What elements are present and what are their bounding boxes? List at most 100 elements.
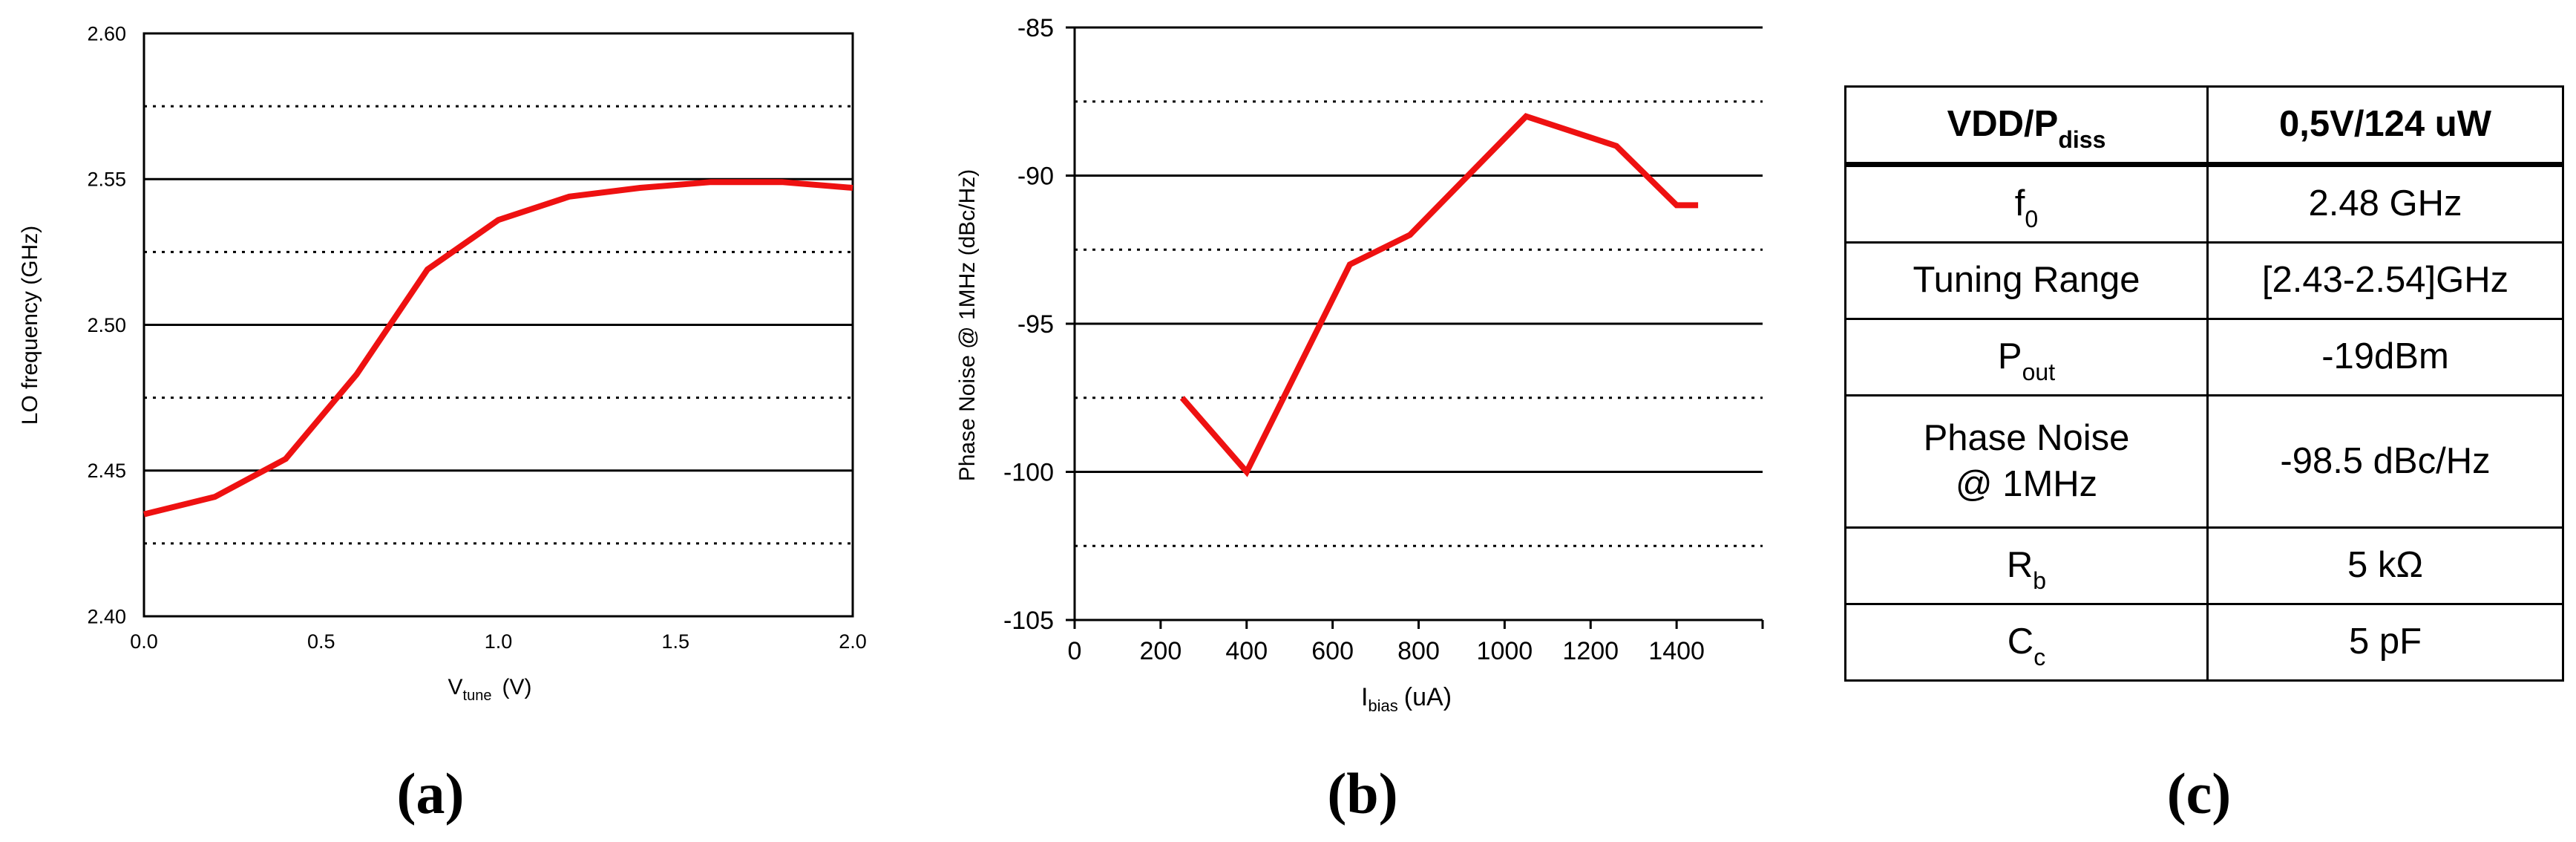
chart-b-x-axis-unit: (uA) <box>1404 683 1452 711</box>
table-row: Pout -19dBm <box>1844 318 2564 396</box>
y-tick-label: 2.45 <box>87 460 126 482</box>
specs-table: VDD/Pdiss 0,5V/124 uW f0 2.48 GHz Tuning… <box>1844 85 2564 682</box>
chart-b-axes <box>1066 26 1764 629</box>
chart-a-x-axis-unit: (V) <box>502 675 531 699</box>
chart-b-grid <box>1075 100 1763 547</box>
x-tick-label: 1400 <box>1648 637 1705 665</box>
param-cell: Phase Noise @ 1MHz <box>1844 394 2209 529</box>
value-cell: -98.5 dBc/Hz <box>2206 394 2564 529</box>
data-point <box>1182 397 1183 399</box>
x-tick-label: 1200 <box>1562 637 1619 665</box>
chart-a-panel-label: (a) <box>397 761 465 826</box>
data-point <box>781 181 783 183</box>
chart-b-panel-label: (b) <box>1327 761 1397 826</box>
table-row: Rb 5 kΩ <box>1844 526 2564 605</box>
data-point <box>710 181 712 183</box>
param-cell: Tuning Range <box>1844 241 2209 320</box>
value-cell: [2.43-2.54]GHz <box>2206 241 2564 320</box>
x-tick-label: 600 <box>1311 637 1354 665</box>
chart-a-x-axis-sub: tune <box>463 688 492 704</box>
data-point <box>852 187 853 189</box>
param-cell: Rb <box>1844 526 2209 605</box>
data-point <box>143 514 145 515</box>
param-sub: 0 <box>2025 206 2039 233</box>
data-point <box>1676 204 1677 206</box>
data-point <box>1697 204 1699 206</box>
data-point <box>568 196 570 198</box>
y-tick-label: -85 <box>1017 14 1054 42</box>
y-tick-label: -95 <box>1017 310 1054 339</box>
header-param-sub: diss <box>2058 126 2106 154</box>
series-line <box>143 179 853 518</box>
x-tick-label: 2.0 <box>839 630 867 653</box>
data-point <box>1246 471 1248 473</box>
x-tick-label: 0.5 <box>307 630 335 653</box>
y-tick-label: -90 <box>1017 162 1054 190</box>
data-point <box>214 496 216 497</box>
data-point <box>356 373 358 375</box>
chart-b-series <box>1179 113 1699 477</box>
series-line <box>1179 113 1699 477</box>
x-tick-label: 1.0 <box>485 630 513 653</box>
param-cell: f0 <box>1844 163 2209 244</box>
table-row: Tuning Range [2.43-2.54]GHz <box>1844 241 2564 320</box>
param-main: Tuning Range <box>1913 260 2140 301</box>
y-tick-label: 2.50 <box>87 314 126 336</box>
param-main: P <box>1997 336 2022 377</box>
x-tick-label: 0.0 <box>130 630 158 653</box>
data-point <box>1409 234 1411 235</box>
y-tick-label: -100 <box>1003 458 1054 486</box>
y-tick-label: 2.40 <box>87 605 126 627</box>
chart-a-ticks: 2.40 2.45 2.50 2.55 2.60 0.0 0.5 1.0 1.5 2.0 <box>87 22 866 653</box>
table-row: f0 2.48 GHz <box>1844 163 2564 244</box>
data-point <box>498 219 499 221</box>
param-main: f <box>2014 183 2025 224</box>
chart-a-series <box>143 179 853 518</box>
data-point <box>640 187 641 189</box>
param-sub: c <box>2033 644 2046 671</box>
param-main: C <box>2007 621 2034 662</box>
table-header-value: 0,5V/124 uW <box>2206 85 2564 167</box>
chart-a-x-axis-title: Vtune (V) <box>448 675 532 704</box>
x-tick-label: 200 <box>1140 637 1182 665</box>
x-tick-label: 1.5 <box>661 630 689 653</box>
param-main: R <box>2006 545 2033 586</box>
x-tick-label: 400 <box>1225 637 1268 665</box>
chart-a-x-axis-var: V <box>448 675 463 699</box>
table-panel-label: (c) <box>2167 761 2232 826</box>
table-row: Phase Noise @ 1MHz -98.5 dBc/Hz <box>1844 394 2564 529</box>
chart-a: 2.40 2.45 2.50 2.55 2.60 0.0 0.5 1.0 1.5 2.0 LO f… <box>18 22 867 826</box>
header-param-main: VDD/P <box>1947 104 2059 145</box>
data-point <box>1349 264 1351 265</box>
table-header-param: VDD/Pdiss <box>1844 85 2209 167</box>
data-point <box>427 269 428 270</box>
value-cell: 5 pF <box>2206 603 2564 682</box>
chart-b-y-axis-title: Phase Noise @ 1MHz (dBc/Hz) <box>955 169 980 482</box>
param-line1: Phase Noise <box>1923 418 2130 459</box>
x-tick-label: 800 <box>1397 637 1440 665</box>
param-sub: b <box>2033 567 2047 595</box>
chart-b-x-axis-var: I <box>1361 683 1368 711</box>
y-tick-label: 2.60 <box>87 22 126 45</box>
table-header-row: VDD/Pdiss 0,5V/124 uW <box>1844 85 2564 167</box>
param-cell: Pout <box>1844 318 2209 396</box>
table-row: Cc 5 pF <box>1844 603 2564 682</box>
x-tick-label: 1000 <box>1477 637 1533 665</box>
y-tick-label: 2.55 <box>87 169 126 191</box>
chart-a-grid <box>144 105 853 545</box>
y-tick-label: -105 <box>1003 607 1054 635</box>
value-cell: 2.48 GHz <box>2206 163 2564 244</box>
param-cell: Cc <box>1844 603 2209 682</box>
data-point <box>1616 146 1617 147</box>
value-cell: -19dBm <box>2206 318 2564 396</box>
data-point <box>1525 116 1527 117</box>
param-sub: out <box>2022 359 2056 386</box>
chart-a-plot-frame <box>142 32 854 618</box>
chart-b-ticks: -105 -100 -95 -90 -85 0 200 400 600 800 1000 1200 14… <box>1003 14 1705 665</box>
chart-b-x-axis-sub: bias <box>1368 696 1397 715</box>
data-point <box>285 458 286 460</box>
chart-b: -105 -100 -95 -90 -85 0 200 400 600 800 1000 1200 14… <box>955 14 1764 826</box>
chart-b-x-axis-title: Ibias (uA) <box>1361 683 1452 715</box>
param-line2: @ 1MHz <box>1955 463 2098 504</box>
